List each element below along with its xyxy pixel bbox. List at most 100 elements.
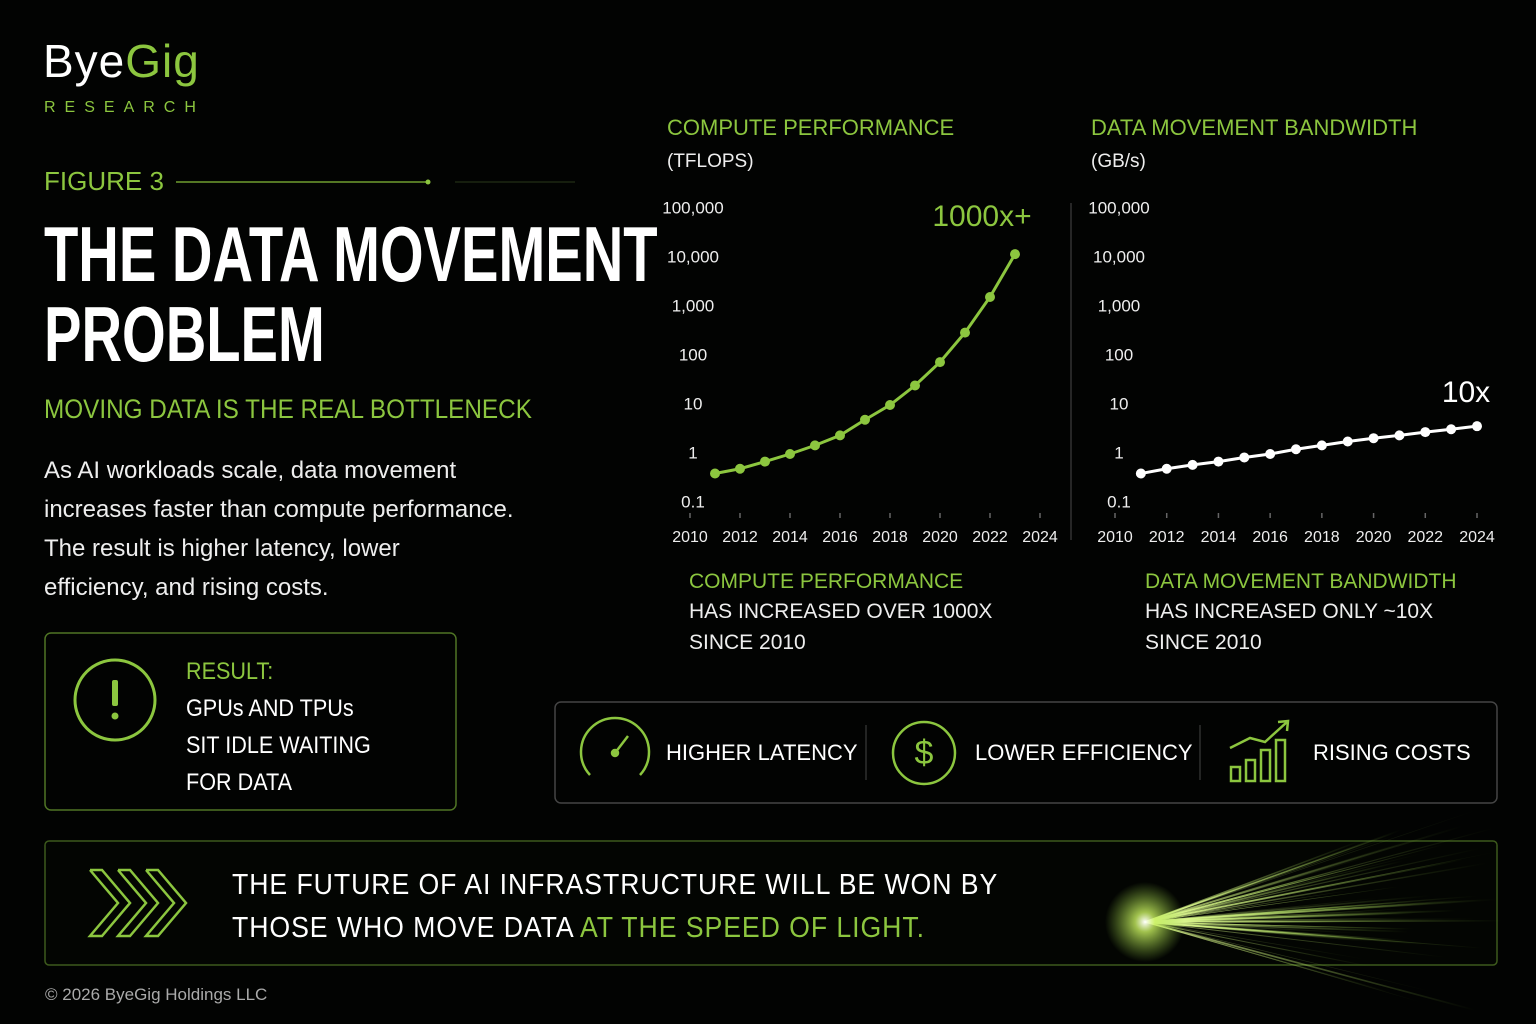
data-point	[1368, 433, 1379, 444]
y-axis-label: (GB/s)	[1091, 151, 1146, 172]
body-line: As AI workloads scale, data movement	[44, 457, 457, 484]
x-tick-label: 2018	[1304, 529, 1340, 546]
dollar-icon: $	[891, 720, 957, 786]
data-line	[714, 253, 1017, 475]
data-point	[1291, 444, 1301, 455]
data-point	[985, 291, 995, 302]
result-text: RESULT: GPUs AND TPUs SIT IDLE WAITING F…	[186, 653, 371, 801]
subtitle: MOVING DATA IS THE REAL BOTTLENECK	[44, 394, 532, 424]
light-ray	[1144, 902, 1434, 923]
light-ray	[1144, 832, 1397, 923]
y-axis-label: (TFLOPS)	[667, 151, 754, 172]
data-point	[810, 440, 820, 451]
light-ray	[1144, 824, 1465, 923]
result-line: FOR DATA	[186, 769, 293, 796]
data-point	[710, 468, 720, 479]
light-ray	[1144, 921, 1477, 1012]
chart-title: DATA MOVEMENT BANDWIDTH	[1091, 115, 1417, 140]
light-ray	[1144, 847, 1483, 923]
x-tick-label: 2010	[1097, 529, 1133, 546]
result-line: GPUs AND TPUs	[186, 695, 354, 722]
logo-tagline: RESEARCH	[44, 99, 205, 116]
x-tick-label: 2020	[922, 529, 958, 546]
x-tick-label: 2020	[1356, 529, 1392, 546]
data-point	[785, 449, 795, 459]
y-tick-label: 0.1	[1107, 492, 1131, 511]
copyright: © 2026 ByeGig Holdings LLC	[45, 985, 268, 1004]
data-point	[1472, 421, 1482, 432]
light-ray	[1144, 921, 1422, 1003]
data-point	[1135, 468, 1146, 479]
data-point	[760, 456, 770, 467]
alert-icon	[73, 658, 157, 742]
body-text: As AI workloads scale, data movement inc…	[44, 451, 514, 607]
chart-caption-line: SINCE 2010	[1145, 631, 1262, 654]
banner-highlight: AT THE SPEED OF LIGHT.	[579, 912, 925, 944]
chart-title: COMPUTE PERFORMANCE	[667, 115, 954, 140]
y-tick-label: 100,000	[662, 198, 723, 217]
y-tick-label: 10	[1110, 394, 1129, 413]
logo: ByeGig	[43, 34, 200, 88]
data-point	[1265, 449, 1276, 459]
data-point	[935, 357, 945, 368]
chart-caption-line: HAS INCREASED OVER 1000X	[689, 600, 993, 623]
light-ray	[1144, 852, 1426, 923]
banner-text: THE FUTURE OF AI INFRASTRUCTURE WILL BE …	[232, 864, 998, 950]
alert-icon-bar	[112, 680, 118, 706]
banner-line: THOSE WHO MOVE DATA	[232, 912, 574, 944]
data-point	[885, 400, 895, 410]
y-tick-label: 0.1	[681, 492, 705, 511]
y-tick-label: 100	[1105, 345, 1133, 364]
x-tick-label: 2022	[1407, 529, 1443, 546]
data-point	[910, 380, 920, 391]
light-ray	[1144, 920, 1504, 923]
x-tick-label: 2024	[1022, 529, 1058, 546]
body-line: increases faster than compute performanc…	[44, 496, 514, 523]
rising-bars-icon	[1229, 719, 1290, 783]
light-burst	[1144, 809, 1504, 1012]
y-tick-label: 1	[688, 443, 697, 462]
x-tick-label: 2012	[1149, 529, 1185, 546]
body-line: The result is higher latency, lower	[44, 535, 400, 562]
data-point	[1446, 424, 1457, 435]
impact-label: HIGHER LATENCY	[666, 740, 858, 765]
data-point	[1187, 459, 1198, 470]
banner-line: THE FUTURE OF AI INFRASTRUCTURE WILL BE …	[232, 869, 999, 901]
title: THE DATA MOVEMENT PROBLEM	[44, 214, 658, 374]
x-tick-label: 2018	[872, 529, 908, 546]
light-ray	[1144, 886, 1400, 923]
x-tick-label: 2014	[772, 529, 808, 546]
x-tick-label: 2016	[1252, 529, 1288, 546]
body-line: efficiency, and rising costs.	[44, 574, 329, 601]
result-heading: RESULT:	[186, 658, 274, 685]
light-ray	[1144, 912, 1416, 923]
title-line: THE DATA MOVEMENT	[44, 210, 658, 298]
x-tick-label: 2016	[822, 529, 858, 546]
light-ray	[1144, 921, 1432, 993]
chart-caption-line: HAS INCREASED ONLY ~10X	[1145, 600, 1434, 623]
alert-icon-dot	[111, 712, 119, 720]
chart-caption-heading: DATA MOVEMENT BANDWIDTH	[1145, 570, 1457, 593]
x-tick-label: 2010	[672, 529, 708, 546]
y-tick-label: 1	[1114, 443, 1123, 462]
data-point	[1342, 436, 1353, 447]
chart-caption-line: SINCE 2010	[689, 631, 806, 654]
figure-label: FIGURE 3	[44, 166, 164, 196]
y-tick-label: 100	[679, 345, 707, 364]
data-point	[1394, 430, 1405, 441]
result-line: SIT IDLE WAITING	[186, 732, 371, 759]
title-line: PROBLEM	[44, 290, 325, 378]
y-tick-label: 100,000	[1088, 198, 1149, 217]
x-tick-label: 2012	[722, 529, 758, 546]
data-point	[1010, 249, 1020, 260]
result-box	[44, 632, 457, 811]
y-tick-label: 1,000	[1098, 296, 1141, 315]
light-ray	[1144, 921, 1447, 958]
logo-name-end: Gig	[125, 35, 200, 87]
y-tick-label: 10,000	[1093, 247, 1145, 266]
y-tick-label: 10	[684, 394, 703, 413]
logo-name-start: Bye	[43, 35, 126, 87]
data-point	[1239, 452, 1250, 463]
data-point	[860, 414, 870, 425]
